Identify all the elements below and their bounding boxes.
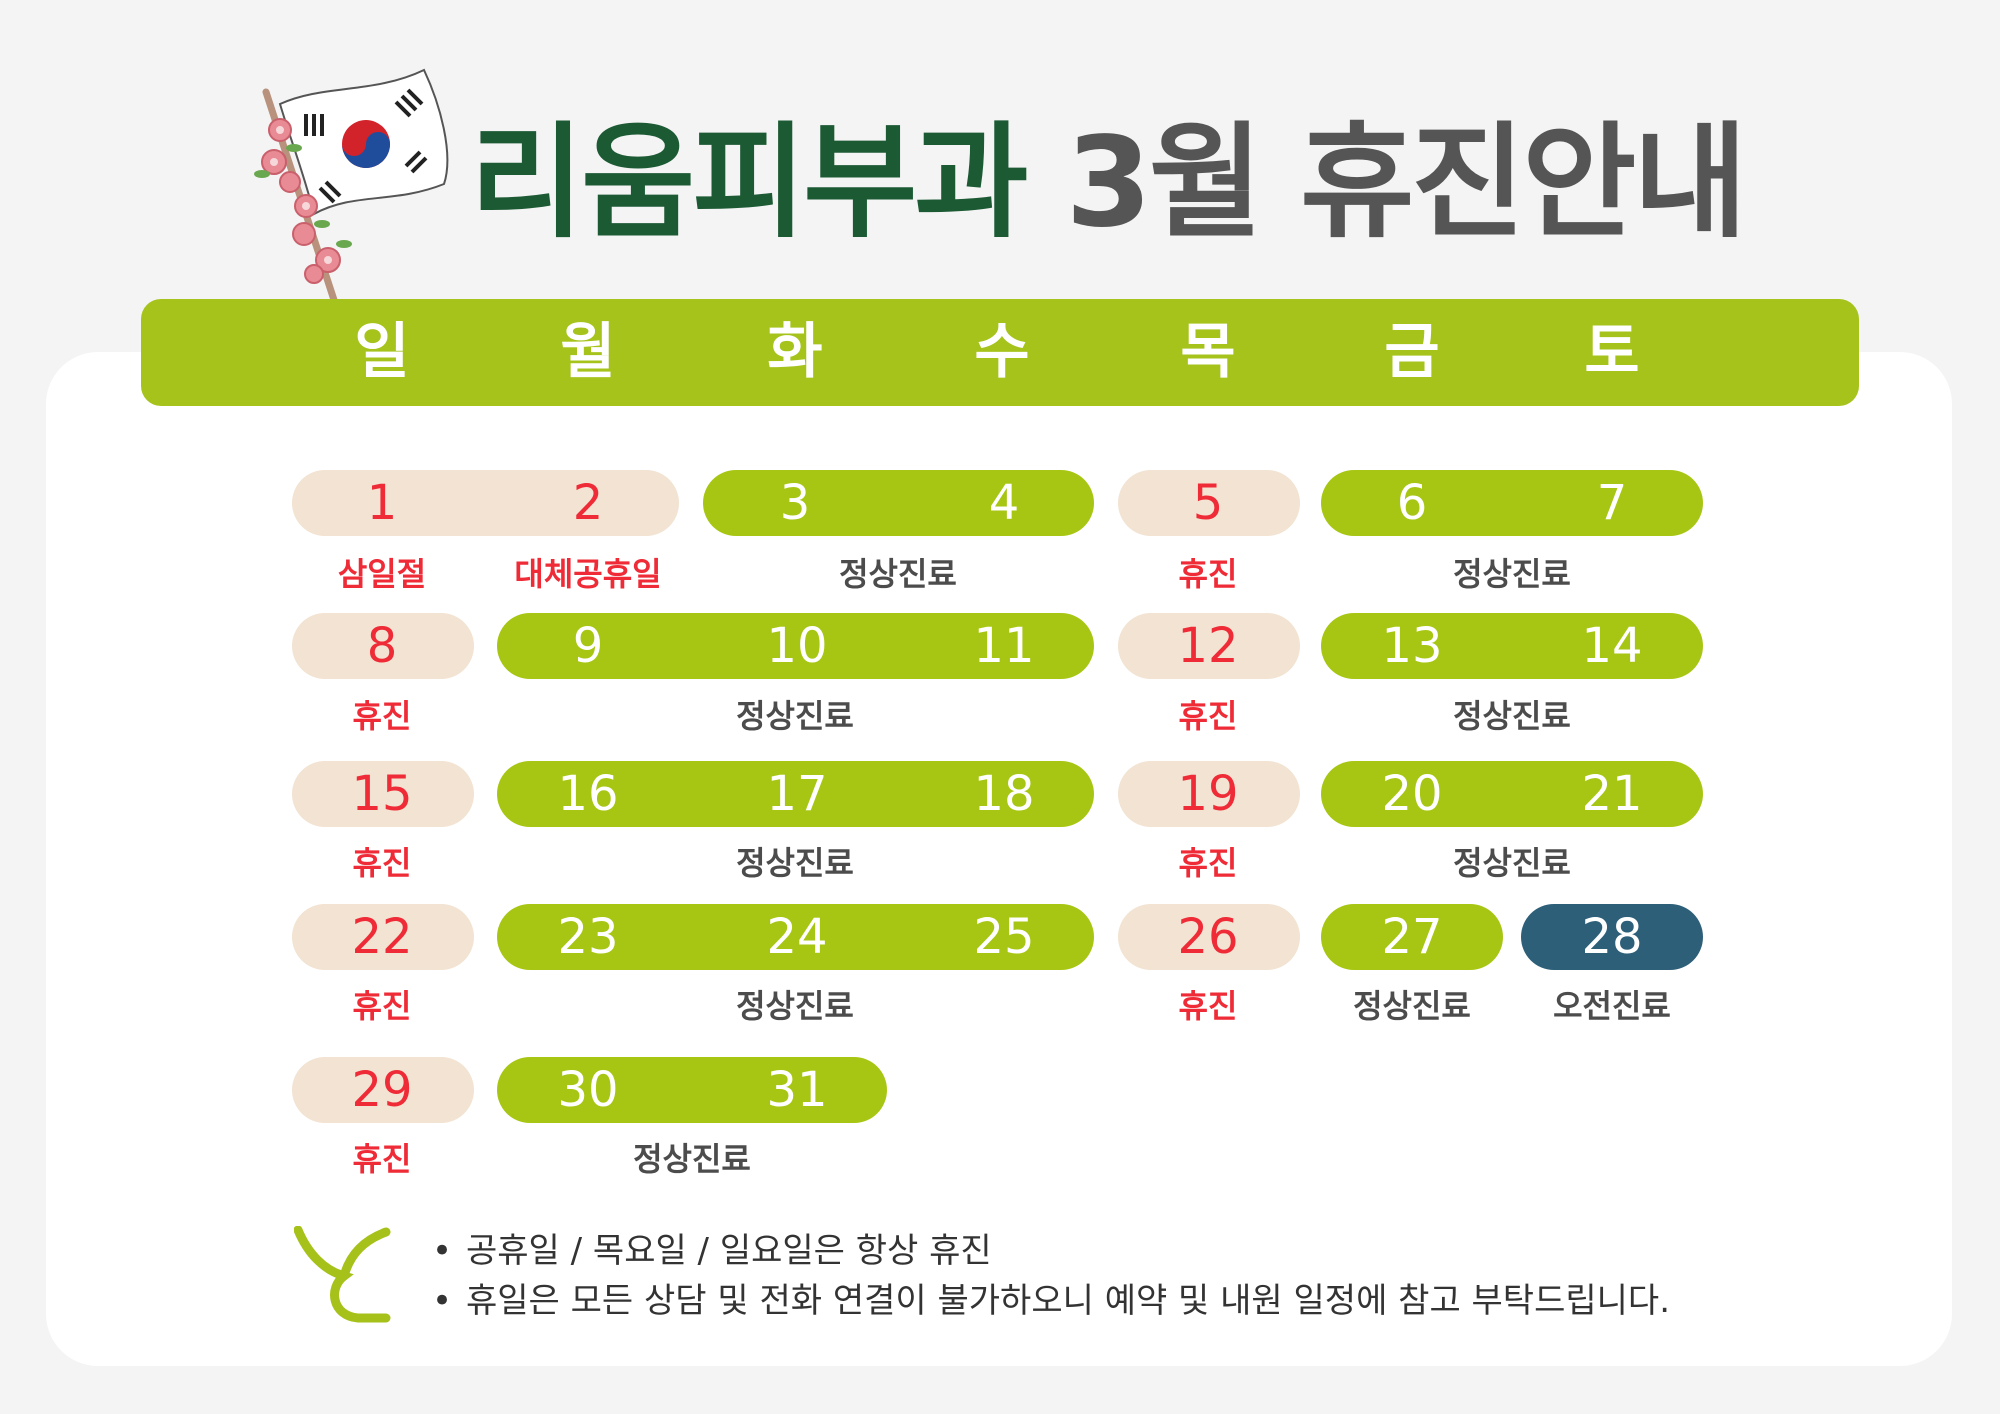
weekday-wed: 수 (974, 317, 1030, 387)
day-status: 휴진 (1178, 555, 1238, 593)
rest-pill (1118, 470, 1300, 536)
note-item: • 공휴일 / 목요일 / 일요일은 항상 휴진 (432, 1226, 1670, 1276)
work-pill (497, 761, 1094, 827)
rest-pill (292, 761, 474, 827)
group-status: 정상진료 (736, 844, 854, 882)
work-pill (497, 1057, 887, 1123)
day-number: 9 (572, 618, 604, 674)
notes: • 공휴일 / 목요일 / 일요일은 항상 휴진 • 휴일은 모든 상담 및 전화 … (432, 1226, 1670, 1326)
group-status: 정상진료 (1453, 555, 1571, 593)
day-number: 2 (572, 475, 604, 531)
day-number: 21 (1581, 766, 1643, 822)
day-number: 19 (1177, 766, 1239, 822)
weekday-tue: 화 (767, 317, 823, 387)
rest-pill (292, 1057, 474, 1123)
title-rest: 3월 휴진안내 (1065, 111, 1748, 255)
work-pill (1321, 761, 1703, 827)
day-number: 22 (351, 909, 413, 965)
day-status: 대체공휴일 (514, 555, 662, 593)
day-number: 8 (366, 618, 398, 674)
page-title: 리움피부과 3월 휴진안내 (470, 108, 1748, 258)
day-number: 1 (366, 475, 398, 531)
rest-pill-holiday (292, 470, 679, 536)
day-number: 18 (973, 766, 1035, 822)
note-text: 휴일은 모든 상담 및 전화 연결이 불가하오니 예약 및 내원 일정에 참고 … (466, 1281, 1671, 1321)
day-number: 28 (1581, 909, 1643, 965)
day-number: 7 (1596, 475, 1628, 531)
weekday-bar (141, 299, 1859, 406)
day-number: 5 (1192, 475, 1224, 531)
rest-pill (292, 613, 474, 679)
weekday-sun: 일 (354, 317, 410, 387)
work-pill (1321, 470, 1703, 536)
day-status: 삼일절 (337, 555, 427, 593)
work-pill (703, 470, 1094, 536)
day-number: 29 (351, 1062, 413, 1118)
work-pill (1321, 904, 1503, 970)
day-number: 31 (766, 1062, 828, 1118)
day-number: 27 (1381, 909, 1443, 965)
weekday-fri: 금 (1384, 317, 1440, 387)
sprout-logo-icon (294, 1226, 391, 1323)
day-number: 6 (1396, 475, 1428, 531)
title-clinic: 리움피부과 (470, 111, 1028, 255)
group-status: 정상진료 (1453, 844, 1571, 882)
day-number: 11 (973, 618, 1035, 674)
day-number: 3 (779, 475, 811, 531)
weekday-thu: 목 (1180, 317, 1236, 387)
rest-pill (292, 904, 474, 970)
day-number: 23 (557, 909, 619, 965)
day-status: 휴진 (1178, 844, 1238, 882)
group-status: 정상진료 (633, 1140, 751, 1178)
day-status: 휴진 (352, 1140, 412, 1178)
day-status: 오전진료 (1553, 987, 1671, 1025)
day-number: 16 (557, 766, 619, 822)
day-status: 휴진 (352, 844, 412, 882)
bullet: • (432, 1231, 453, 1271)
day-number: 12 (1177, 618, 1239, 674)
day-number: 30 (557, 1062, 619, 1118)
day-number: 24 (766, 909, 828, 965)
rest-pill (1118, 613, 1300, 679)
morning-pill (1521, 904, 1703, 970)
group-status: 정상진료 (736, 987, 854, 1025)
group-status: 정상진료 (1453, 697, 1571, 735)
group-status: 정상진료 (736, 697, 854, 735)
weekday-mon: 월 (560, 317, 616, 387)
day-number: 13 (1381, 618, 1443, 674)
group-status: 정상진료 (839, 555, 957, 593)
korean-flag-icon (254, 68, 449, 304)
day-number: 25 (973, 909, 1035, 965)
note-item: • 휴일은 모든 상담 및 전화 연결이 불가하오니 예약 및 내원 일정에 참고… (432, 1276, 1670, 1326)
day-number: 17 (766, 766, 828, 822)
bullet: • (432, 1281, 453, 1321)
work-pill (1321, 613, 1703, 679)
day-number: 20 (1381, 766, 1443, 822)
day-status: 휴진 (1178, 987, 1238, 1025)
work-pill (497, 904, 1094, 970)
day-status: 휴진 (352, 987, 412, 1025)
weekday-sat: 토 (1584, 317, 1640, 387)
rest-pill (1118, 904, 1300, 970)
day-number: 14 (1581, 618, 1643, 674)
work-pill (497, 613, 1094, 679)
day-status: 휴진 (352, 697, 412, 735)
day-status: 정상진료 (1353, 987, 1471, 1025)
day-status: 휴진 (1178, 697, 1238, 735)
day-number: 4 (988, 475, 1020, 531)
day-number: 26 (1177, 909, 1239, 965)
note-text: 공휴일 / 목요일 / 일요일은 항상 휴진 (466, 1231, 992, 1271)
day-number: 15 (351, 766, 413, 822)
rest-pill (1118, 761, 1300, 827)
day-number: 10 (766, 618, 828, 674)
